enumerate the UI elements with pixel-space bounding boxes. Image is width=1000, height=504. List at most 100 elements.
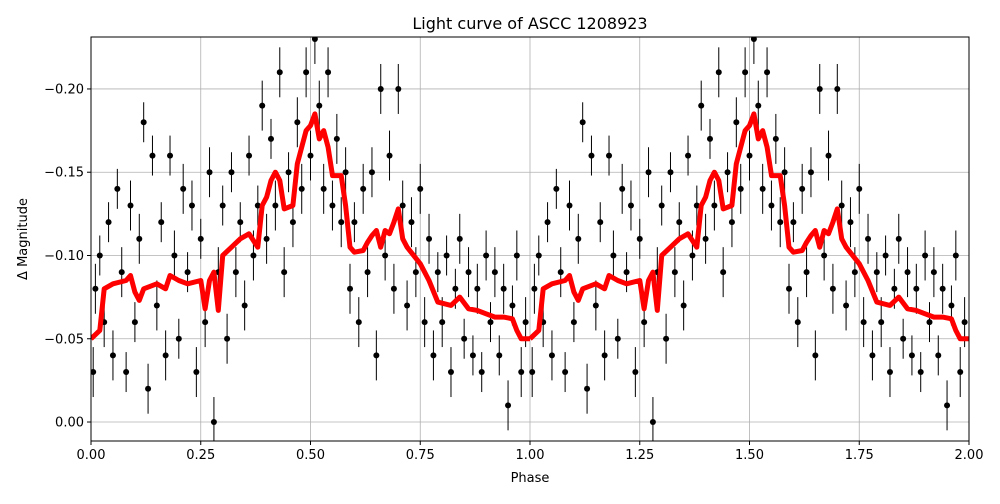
y-tick-label: −0.10 [44,249,84,264]
data-point [469,352,476,359]
data-point [904,269,911,276]
data-point [768,202,775,209]
data-point [456,235,463,242]
data-point [570,319,577,326]
data-points [91,37,968,441]
data-point [254,202,261,209]
data-point [250,252,257,259]
data-point [671,269,678,276]
data-point [878,319,885,326]
data-point [145,385,152,392]
data-point [487,319,494,326]
data-point [733,119,740,126]
data-point [377,85,384,92]
data-point [483,252,490,259]
data-point [790,219,797,226]
data-point [944,402,951,409]
data-point [131,319,138,326]
data-point [206,169,213,176]
x-tick-label: 0.25 [186,448,215,463]
data-point [153,302,160,309]
data-point [917,369,924,376]
data-point [627,202,634,209]
data-point [755,102,762,109]
data-point [404,302,411,309]
data-point [869,352,876,359]
data-point [316,102,323,109]
data-point [913,285,920,292]
data-point [307,152,314,159]
data-point [184,269,191,276]
data-point [426,235,433,242]
chart-title: Light curve of ASCC 1208923 [412,14,647,33]
data-point [860,319,867,326]
data-point [355,319,362,326]
y-tick-label: 0.00 [55,416,84,431]
data-point [698,102,705,109]
data-point [548,352,555,359]
data-point [961,319,968,326]
data-point [601,352,608,359]
data-point [417,185,424,192]
data-point [693,202,700,209]
data-point [891,285,898,292]
data-point [491,269,498,276]
data-point [434,269,441,276]
data-point [544,219,551,226]
mean-curve-line [528,111,969,342]
x-tick-label: 1.00 [516,448,545,463]
data-point [303,69,310,76]
data-point [553,185,560,192]
data-point [408,219,415,226]
data-point [474,285,481,292]
data-point [724,169,731,176]
data-point [908,352,915,359]
data-point [689,252,696,259]
data-point [149,152,156,159]
data-point [311,37,318,42]
data-point [342,169,349,176]
data-point [882,252,889,259]
data-point [715,69,722,76]
data-point [737,185,744,192]
data-point [742,69,749,76]
data-point [645,169,652,176]
data-point [140,119,147,126]
data-point [197,235,204,242]
data-point [606,152,613,159]
data-point [746,152,753,159]
data-point [496,352,503,359]
data-point [518,369,525,376]
data-point [838,202,845,209]
y-tick-label: −0.20 [44,82,84,97]
data-point [123,369,130,376]
data-point [750,37,757,42]
data-point [895,235,902,242]
data-point [535,252,542,259]
data-point [325,69,332,76]
data-point [636,235,643,242]
data-point [702,235,709,242]
data-point [109,352,116,359]
data-point [781,169,788,176]
data-point [948,302,955,309]
data-point [799,185,806,192]
data-point [202,319,209,326]
data-point [619,185,626,192]
data-point [529,369,536,376]
x-tick-label: 2.00 [955,448,984,463]
data-point [232,269,239,276]
data-point [412,269,419,276]
data-point [663,335,670,342]
data-point [900,335,907,342]
data-point [193,369,200,376]
data-point [720,269,727,276]
data-point [118,269,125,276]
data-point [680,302,687,309]
data-point [531,285,538,292]
data-point [421,319,428,326]
data-point [847,219,854,226]
data-point [320,185,327,192]
data-point [333,135,340,142]
data-point [759,185,766,192]
